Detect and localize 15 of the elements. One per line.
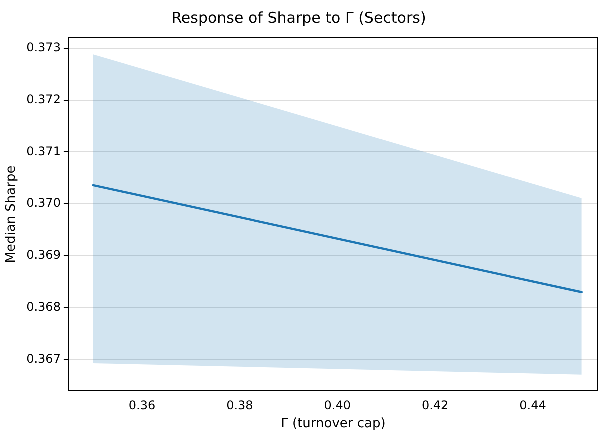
x-tick-label: 0.42 — [422, 398, 449, 412]
y-tick-label: 0.367 — [26, 352, 61, 366]
y-tick-label: 0.369 — [26, 248, 61, 262]
y-tick-label: 0.372 — [26, 92, 61, 106]
y-tick-label: 0.373 — [26, 40, 61, 55]
x-axis-title: Γ (turnover cap) — [281, 416, 386, 432]
y-tick-label: 0.370 — [26, 196, 61, 210]
x-tick-label: 0.36 — [128, 398, 156, 412]
x-tick-label: 0.38 — [226, 398, 254, 412]
x-tick-label: 0.40 — [324, 398, 351, 412]
chart-title: Response of Sharpe to Γ (Sectors) — [172, 8, 426, 27]
y-tick-label: 0.368 — [26, 300, 61, 314]
x-tick-label: 0.44 — [520, 398, 546, 412]
y-axis-title: Median Sharpe — [4, 166, 20, 264]
y-tick-label: 0.371 — [26, 144, 61, 158]
